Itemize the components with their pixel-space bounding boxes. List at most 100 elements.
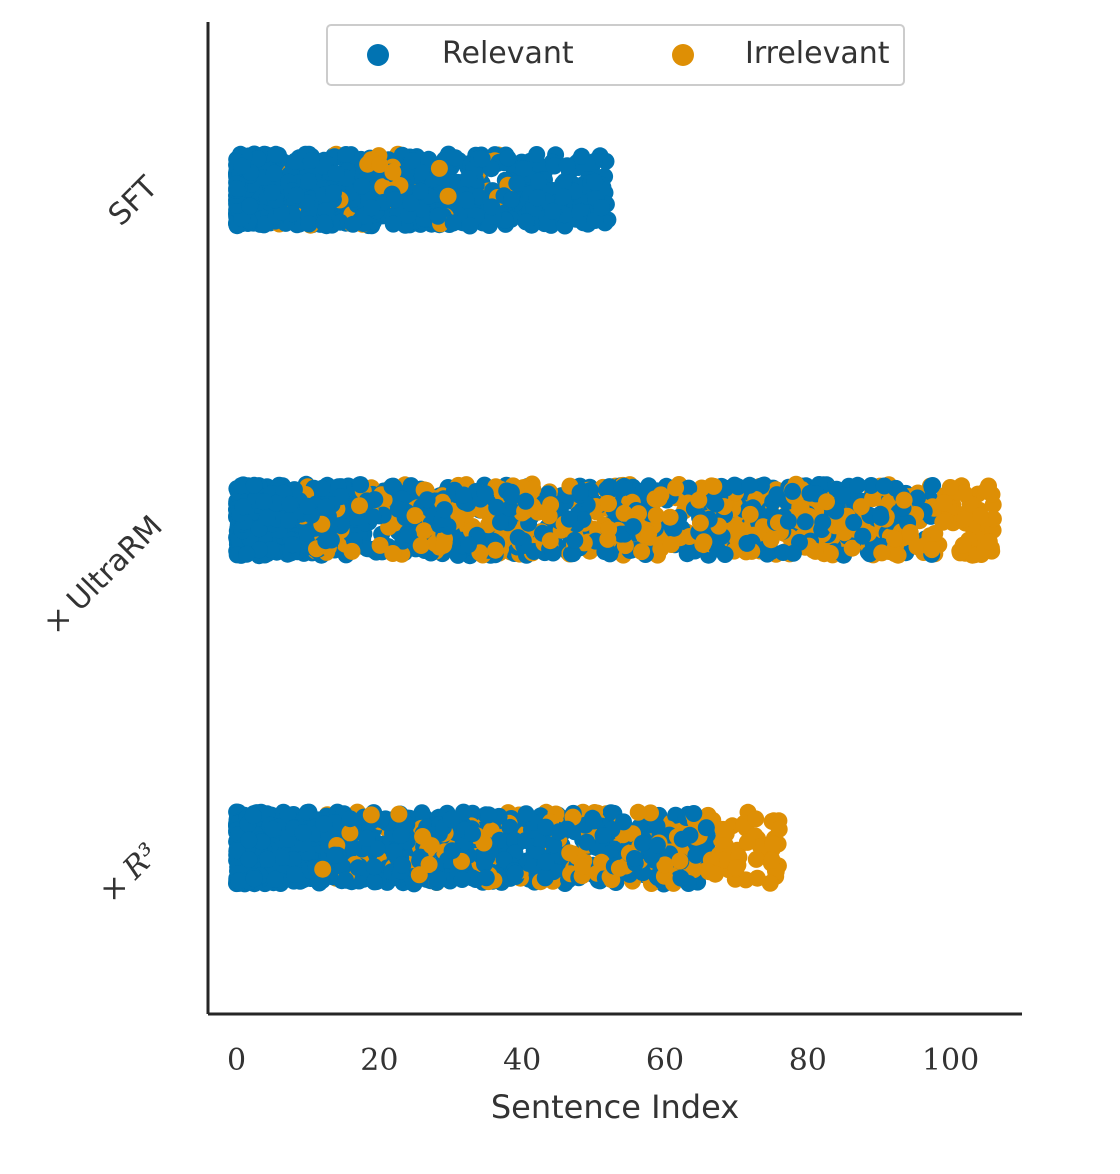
point-relevant <box>244 807 262 825</box>
point-relevant <box>298 524 316 542</box>
point-relevant <box>389 500 407 518</box>
point-irrelevant <box>371 156 389 173</box>
point-relevant <box>560 510 578 528</box>
point-relevant <box>464 825 481 843</box>
point-relevant <box>640 477 658 495</box>
point-relevant <box>365 873 383 891</box>
point-irrelevant <box>640 525 658 542</box>
point-irrelevant <box>362 806 380 824</box>
point-relevant <box>586 212 604 229</box>
point-relevant <box>460 170 478 188</box>
point-relevant <box>528 146 546 163</box>
point-relevant <box>337 146 355 163</box>
point-relevant <box>264 820 282 838</box>
point-relevant <box>399 526 417 544</box>
point-relevant <box>626 850 643 867</box>
point-irrelevant <box>422 837 440 855</box>
point-relevant <box>315 214 333 232</box>
point-irrelevant <box>923 541 941 559</box>
point-irrelevant <box>984 510 1002 528</box>
point-relevant <box>503 191 520 208</box>
point-relevant <box>545 157 563 175</box>
point-irrelevant <box>763 852 781 869</box>
point-irrelevant <box>852 498 870 516</box>
point-relevant <box>593 199 610 217</box>
point-irrelevant <box>886 530 903 548</box>
point-relevant <box>457 191 475 209</box>
point-relevant <box>834 486 851 504</box>
point-irrelevant <box>600 495 617 513</box>
point-relevant <box>784 544 802 562</box>
point-irrelevant <box>406 507 424 525</box>
point-relevant <box>263 184 281 201</box>
category-label-r3: ×R³ <box>93 837 166 910</box>
point-relevant <box>845 514 863 531</box>
point-relevant <box>383 477 401 495</box>
point-relevant <box>502 487 520 505</box>
point-relevant <box>337 871 354 889</box>
point-relevant <box>483 198 501 216</box>
point-irrelevant <box>747 810 765 828</box>
point-relevant <box>344 215 362 233</box>
point-relevant <box>571 203 589 221</box>
category-label-sft: SFT <box>102 169 165 232</box>
point-irrelevant <box>435 536 453 554</box>
point-relevant <box>453 871 471 888</box>
point-relevant <box>564 545 582 563</box>
point-irrelevant <box>941 479 959 496</box>
point-relevant <box>814 513 832 531</box>
point-irrelevant <box>770 820 788 838</box>
point-relevant <box>849 476 867 494</box>
point-relevant <box>768 486 786 504</box>
svg-text:×UltraRM: ×UltraRM <box>37 509 170 642</box>
point-irrelevant <box>475 834 493 852</box>
x-tick-label: 60 <box>646 1043 684 1078</box>
point-relevant <box>327 165 345 182</box>
point-irrelevant <box>593 853 610 871</box>
point-relevant <box>435 501 453 519</box>
point-relevant <box>393 856 411 874</box>
point-relevant <box>258 509 276 527</box>
point-relevant <box>385 843 403 861</box>
point-relevant <box>499 149 517 167</box>
category-label-text: SFT <box>102 169 165 232</box>
point-relevant <box>585 812 603 830</box>
point-relevant <box>284 536 302 554</box>
point-relevant <box>384 215 402 233</box>
point-irrelevant <box>818 493 835 511</box>
point-relevant <box>353 177 371 195</box>
point-relevant <box>286 866 304 883</box>
x-tick-labels: 0 20 40 60 80 100 <box>227 1043 979 1078</box>
point-relevant <box>412 164 430 181</box>
point-relevant <box>530 172 548 190</box>
point-irrelevant <box>541 532 559 550</box>
point-relevant <box>558 157 576 175</box>
x-tick-label: 40 <box>503 1043 541 1078</box>
legend-label-irrelevant: Irrelevant <box>745 36 890 71</box>
legend-marker-irrelevant <box>672 44 694 66</box>
point-relevant <box>697 819 715 837</box>
x-tick-label: 80 <box>789 1043 827 1078</box>
point-relevant <box>862 477 880 494</box>
point-relevant <box>495 851 513 869</box>
point-relevant <box>294 824 312 842</box>
point-irrelevant <box>908 538 926 556</box>
point-relevant <box>429 207 447 225</box>
point-relevant <box>392 826 410 844</box>
point-irrelevant <box>610 859 628 877</box>
point-relevant <box>253 833 271 851</box>
x-tick-label: 20 <box>360 1043 398 1078</box>
point-relevant <box>707 495 725 513</box>
point-relevant <box>240 831 258 849</box>
point-relevant <box>455 803 472 821</box>
point-relevant <box>230 872 248 890</box>
point-relevant <box>477 869 495 887</box>
point-relevant <box>687 846 705 864</box>
point-relevant <box>586 173 604 191</box>
point-irrelevant <box>980 533 998 551</box>
point-relevant <box>544 202 562 220</box>
point-relevant <box>317 532 335 550</box>
point-relevant <box>488 498 506 516</box>
point-irrelevant <box>420 856 438 873</box>
point-relevant <box>554 188 572 206</box>
